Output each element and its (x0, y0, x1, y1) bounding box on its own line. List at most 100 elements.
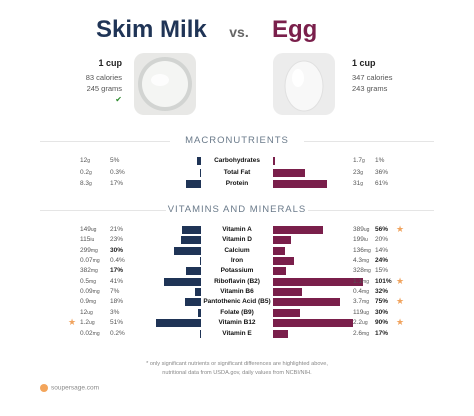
nutrient-label: Folate (B9) (220, 308, 254, 316)
nutrient-label: Vitamin E (222, 329, 252, 337)
right-food-title: Egg (272, 16, 318, 43)
left-amount-value: 1.2 (80, 319, 90, 327)
right-amount: 2.6mg (353, 330, 369, 337)
left-amount-value: 0.07 (80, 257, 93, 265)
left-amount-unit: mg (92, 258, 100, 265)
right-percent: 61% (375, 180, 389, 187)
footnote: * only significant nutrients or signific… (0, 360, 474, 378)
right-bar (273, 308, 300, 317)
left-amount-value: 0.09 (80, 288, 93, 296)
left-bar (185, 267, 201, 276)
left-bar (182, 226, 201, 234)
left-percent: 21% (110, 226, 124, 233)
skim-milk-image (134, 53, 196, 115)
right-amount-value: 23 (353, 168, 361, 176)
left-percent: 41% (110, 277, 124, 285)
right-stats: 1 cup 347 calories 243 grams (352, 58, 442, 94)
left-amount-value: 12 (80, 308, 88, 316)
left-amount: 0.9mg (80, 298, 96, 305)
right-percent: 36% (375, 168, 389, 176)
left-bar (198, 308, 201, 317)
left-amount-unit: mg (89, 278, 96, 285)
left-stats: 1 cup 83 calories 245 grams ✔ (40, 58, 122, 105)
left-amount-unit: mg (90, 247, 98, 254)
nutrient-label: Potassium (220, 267, 254, 275)
left-amount: 0.5mg (80, 278, 96, 285)
left-percent: 23% (110, 236, 124, 244)
left-serving: 1 cup (98, 58, 122, 68)
left-amount-value: 299 (80, 246, 91, 254)
left-percent: 17% (110, 267, 124, 275)
right-amount-value: 1.7 (353, 157, 363, 164)
left-amount-value: 149 (80, 226, 91, 233)
left-amount: 299mg (80, 247, 98, 254)
right-amount-value: 2.2 (353, 319, 363, 327)
nutrient-label: Protein (225, 180, 249, 187)
left-amount-value: 0.2 (80, 168, 90, 176)
star-icon: ★ (396, 317, 405, 328)
right-grams: 243 grams (352, 84, 388, 93)
right-bar (273, 180, 328, 188)
left-amount-value: 0.9 (80, 298, 90, 306)
divider (304, 141, 434, 142)
right-amount-unit: g (360, 169, 364, 176)
left-amount-value: 8.3 (80, 180, 90, 187)
left-amount: 149ug (80, 226, 96, 233)
right-amount: 136mg (353, 247, 371, 254)
right-serving: 1 cup (352, 58, 376, 68)
macronutrients-heading: MACRONUTRIENTS (185, 135, 289, 146)
left-percent: 30% (110, 246, 124, 254)
left-bar (174, 246, 201, 255)
left-percent: 3% (110, 308, 120, 316)
nutrient-label: Vitamin D (222, 236, 252, 244)
right-amount: 3.7mg (353, 298, 369, 305)
left-amount-unit: mg (90, 268, 98, 275)
right-bar (273, 277, 363, 286)
right-amount-unit: ug (363, 309, 369, 316)
right-percent: 101% (375, 277, 392, 285)
right-percent: 30% (375, 308, 389, 316)
left-amount-value: 12 (80, 157, 88, 164)
right-amount-value: 3.7 (353, 298, 363, 306)
right-amount-value: 2.6 (353, 329, 363, 337)
left-amount-value: 0.02 (80, 329, 93, 337)
divider (40, 210, 166, 211)
nutrient-label: Pantothenic Acid (B5) (203, 298, 271, 306)
star-icon: ★ (396, 224, 405, 234)
brand-name: soupersage.com (51, 384, 100, 392)
right-percent: 20% (375, 236, 389, 244)
right-amount-unit: mg (362, 258, 369, 265)
right-bar (273, 257, 295, 266)
left-amount-value: 382 (80, 267, 91, 275)
right-bar (273, 226, 323, 234)
star-icon: ★ (68, 317, 77, 328)
left-amount-unit: ug (89, 320, 95, 327)
left-bar (196, 157, 201, 165)
right-amount-unit: ug (362, 320, 368, 327)
left-amount: 0.07mg (80, 257, 100, 264)
right-bar (273, 168, 306, 177)
left-food-title: Skim Milk (96, 16, 207, 43)
left-amount: 12g (80, 157, 90, 164)
left-percent: 0.3% (110, 168, 125, 176)
right-amount-unit: mg (362, 278, 369, 285)
right-bar (273, 319, 354, 328)
left-amount: 0.2g (80, 169, 92, 176)
brand[interactable]: soupersage.com (40, 384, 99, 392)
left-bar (199, 329, 201, 338)
left-bar (185, 180, 201, 188)
nutrient-label: Riboflavin (B2) (214, 277, 260, 285)
left-amount: 0.02mg (80, 330, 100, 337)
left-percent: 0.4% (110, 257, 125, 265)
left-amount-unit: iu (90, 237, 95, 244)
right-percent: 75% (375, 298, 389, 306)
right-bar (273, 157, 275, 165)
footnote-line1: * only significant nutrients or signific… (146, 361, 328, 367)
right-bar (273, 298, 340, 307)
right-percent: 17% (375, 329, 389, 337)
left-amount: 382mg (80, 267, 98, 274)
right-amount-unit: iu (363, 237, 368, 244)
left-amount-unit: g (87, 158, 91, 164)
star-icon: ★ (396, 296, 405, 307)
check-icon: ✔ (115, 95, 122, 104)
